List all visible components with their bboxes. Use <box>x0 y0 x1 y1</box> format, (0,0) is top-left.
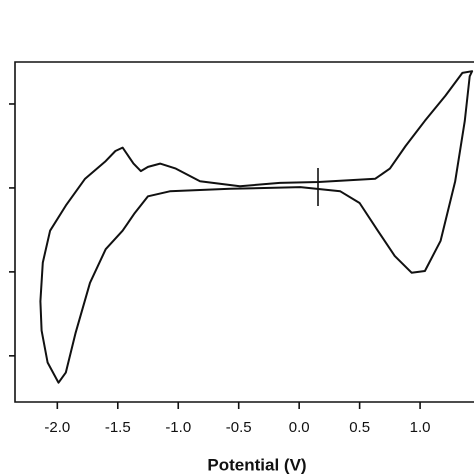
x-tick-label: 0.5 <box>349 419 370 436</box>
x-tick-label: -0.5 <box>226 419 252 436</box>
axis-frame <box>14 61 474 403</box>
x-tick-label: 0.0 <box>289 419 310 436</box>
x-axis-label: Potential (V) <box>207 455 306 474</box>
x-tick-label: -2.0 <box>44 419 70 436</box>
x-tick-label: -1.5 <box>105 419 131 436</box>
x-tick-label: 1.0 <box>410 419 431 436</box>
x-tick-label: -1.0 <box>165 419 191 436</box>
cv-curve <box>39 70 474 384</box>
